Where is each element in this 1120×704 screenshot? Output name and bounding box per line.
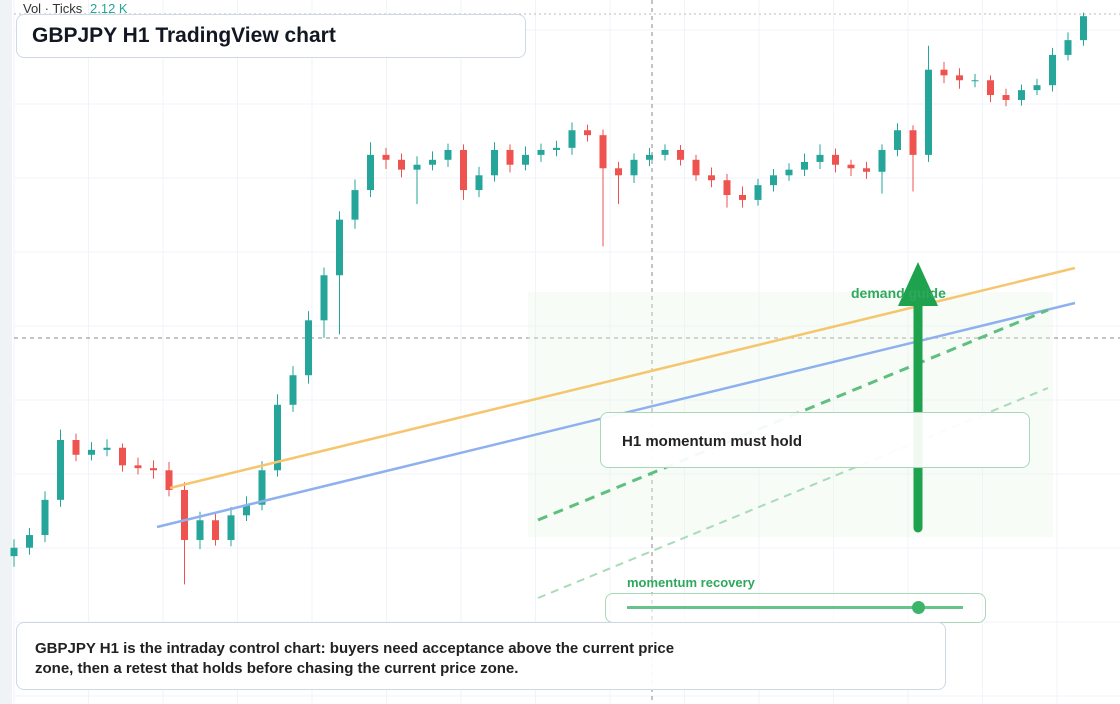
candle-body [88, 449, 95, 455]
candle-body [72, 440, 80, 455]
candle-body [692, 159, 700, 176]
candle-body [661, 149, 669, 155]
candle-body [1080, 16, 1087, 41]
arrow-head [898, 262, 938, 306]
slider[interactable] [605, 593, 986, 623]
candle-body [196, 520, 204, 540]
candle-body [677, 149, 684, 160]
candle-body [909, 130, 917, 155]
candle-body [816, 154, 824, 162]
candle-body [103, 447, 111, 450]
candle-body [708, 175, 715, 181]
candle-body [165, 470, 173, 490]
candle-body [568, 130, 576, 148]
candle-body [987, 80, 994, 96]
candle-body [320, 275, 328, 321]
candle-body [10, 547, 18, 557]
candle-body [429, 159, 436, 165]
channel-lower [537, 387, 1049, 599]
candle-body [754, 185, 762, 200]
volume-label: Vol · Ticks [23, 1, 83, 16]
candle-body [1033, 85, 1041, 91]
candle-body [274, 404, 281, 471]
candle-body [801, 161, 808, 170]
candle-body [1049, 54, 1056, 86]
candle-body [134, 465, 142, 469]
candle-body [289, 375, 297, 405]
candle-body [57, 440, 64, 500]
candle-body [491, 149, 498, 176]
caption: GBPJPY H1 is the intraday control chart:… [35, 640, 675, 677]
candle-body [878, 149, 886, 172]
candle-body [770, 175, 777, 186]
annotation: demand guide [851, 285, 946, 301]
candle-body [553, 147, 560, 150]
slider-knob[interactable] [912, 601, 925, 614]
candle-body [150, 468, 157, 471]
candle-body [336, 219, 343, 276]
candle-body [723, 180, 731, 196]
candle-body [615, 168, 622, 176]
candle-body [506, 149, 514, 165]
candle-body [475, 175, 483, 191]
candle-body [863, 168, 870, 172]
candle-body [940, 69, 948, 76]
candle-body [382, 154, 390, 160]
candle-body [367, 154, 374, 191]
candle-body [1064, 40, 1072, 55]
candle-body [227, 515, 235, 540]
candle-body [739, 195, 746, 200]
chart-title: GBPJPY H1 TradingView chart [16, 14, 526, 58]
candle-body [1018, 90, 1025, 100]
candle-body [832, 154, 839, 165]
candle-body [522, 154, 529, 165]
candle-body [584, 130, 591, 136]
left-edge [0, 0, 12, 704]
candle-body [212, 520, 219, 540]
candle-body [646, 154, 653, 160]
candle-body [444, 149, 452, 160]
candle-body [599, 135, 607, 169]
candle-body [630, 159, 638, 176]
candle-body [785, 169, 793, 176]
candle-body [26, 535, 33, 548]
candle-body [351, 190, 359, 220]
candle-body [925, 69, 932, 155]
candle-body [258, 470, 266, 505]
candle-body [956, 75, 963, 81]
candle-body [398, 159, 405, 170]
candle-body [971, 80, 979, 82]
volume-value: 2.12 K [90, 1, 128, 16]
candle-body [243, 504, 250, 516]
caption-box: GBPJPY H1 is the intraday control chart:… [16, 622, 946, 690]
annotation: momentum recovery [627, 575, 756, 590]
annotation-box: H1 momentum must hold [600, 412, 1030, 468]
candle-body [537, 149, 545, 155]
candle-body [119, 447, 126, 466]
candle-body [894, 130, 901, 150]
slider-track [627, 606, 963, 609]
candle-body [460, 149, 467, 191]
candle-body [413, 164, 421, 170]
candle-body [181, 489, 188, 540]
candle-body [1002, 95, 1010, 100]
candle-body [41, 499, 49, 536]
candle-body [305, 320, 312, 376]
candle-body [847, 164, 855, 169]
